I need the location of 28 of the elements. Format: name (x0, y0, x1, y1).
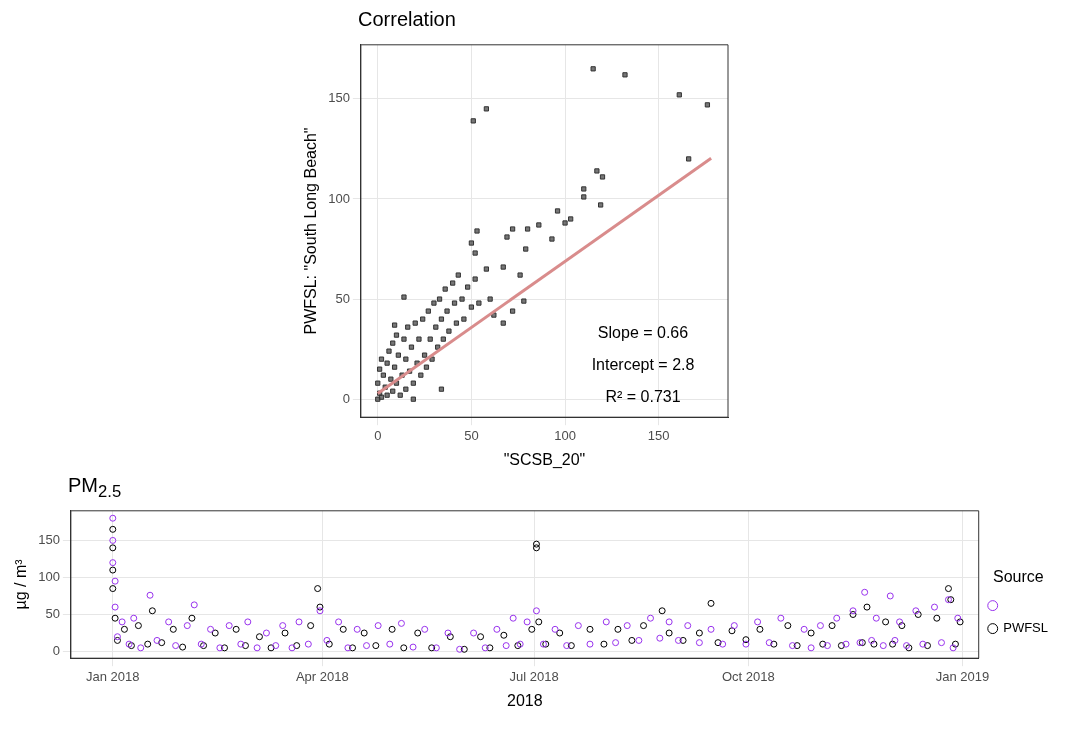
x-tick-label: 150 (647, 427, 670, 443)
legend-label: PWFSL (1003, 620, 1049, 636)
x-axis-title: 2018 (507, 691, 543, 709)
legend-title: Source (993, 568, 1044, 586)
y-tick-label: 0 (52, 643, 60, 659)
x-tick-label: 100 (554, 427, 576, 443)
x-axis-title: "SCSB_20" (503, 450, 586, 469)
x-tick-label: Jan 2018 (86, 668, 140, 684)
y-tick-label: 100 (38, 569, 60, 585)
annotation: Slope = 0.66 (597, 324, 689, 342)
y-tick-label: 100 (328, 190, 350, 206)
x-tick-label: Oct 2018 (721, 668, 775, 684)
chart-title: Correlation (358, 8, 457, 32)
x-tick-label: Jan 2019 (935, 668, 990, 684)
y-tick-label: 0 (342, 390, 350, 406)
annotation: R² = 0.731 (605, 388, 681, 406)
y-axis-title: PWFSL: "South Long Beach" (302, 127, 320, 335)
x-tick-label: Apr 2018 (295, 668, 349, 684)
y-tick-label: 50 (45, 606, 60, 622)
y-tick-label: 50 (335, 290, 350, 306)
x-tick-label: 0 (374, 427, 382, 443)
y-tick-label: 150 (328, 90, 350, 106)
y-tick-label: 150 (38, 532, 60, 548)
y-axis-title: µg / m³ (12, 558, 30, 610)
x-tick-label: Jul 2018 (509, 668, 559, 684)
annotation: Intercept = 2.8 (591, 356, 695, 374)
chart-title: PM$_{2.5}$ (68, 474, 123, 501)
x-tick-label: 50 (464, 427, 479, 443)
